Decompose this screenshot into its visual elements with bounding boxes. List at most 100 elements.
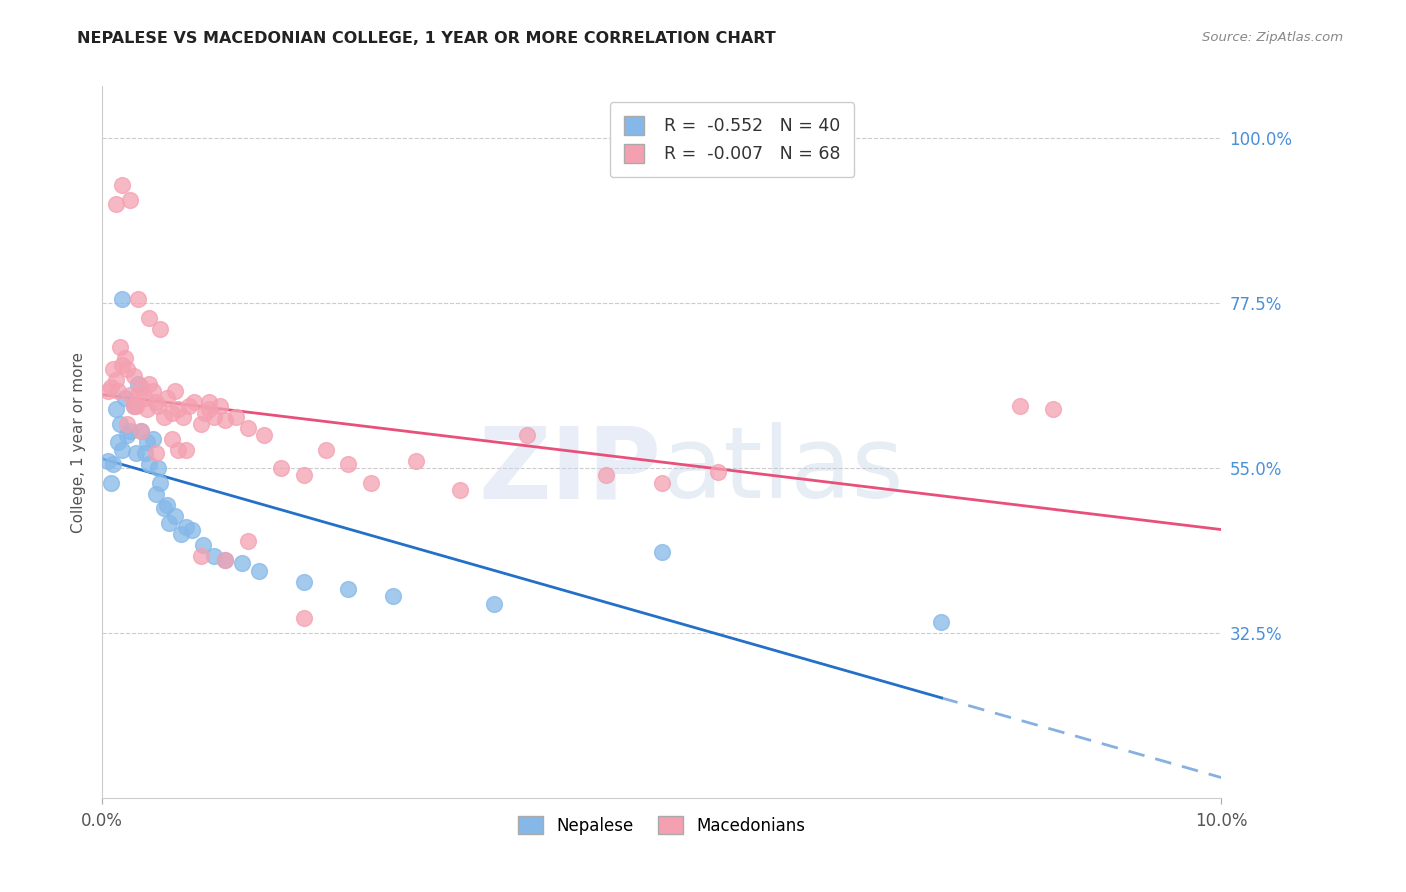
Point xyxy=(360,475,382,490)
Point xyxy=(174,519,197,533)
Text: NEPALESE VS MACEDONIAN COLLEGE, 1 YEAR OR MORE CORRELATION CHART: NEPALESE VS MACEDONIAN COLLEGE, 1 YEAR O… xyxy=(77,31,776,46)
Point xyxy=(405,453,427,467)
Point xyxy=(157,516,180,530)
Point xyxy=(142,432,165,446)
Point xyxy=(516,428,538,442)
Point xyxy=(236,420,259,434)
Point xyxy=(706,465,728,479)
Point xyxy=(103,362,125,376)
Point xyxy=(190,549,212,563)
Point xyxy=(146,461,169,475)
Point xyxy=(125,446,148,460)
Point xyxy=(253,428,276,442)
Point xyxy=(595,468,617,483)
Point xyxy=(134,391,156,405)
Point xyxy=(120,424,142,438)
Point xyxy=(651,475,673,490)
Y-axis label: College, 1 year or more: College, 1 year or more xyxy=(72,351,86,533)
Point xyxy=(131,424,153,438)
Point xyxy=(247,564,270,578)
Point xyxy=(127,292,149,306)
Point xyxy=(163,384,186,398)
Point xyxy=(270,461,292,475)
Point xyxy=(202,409,225,424)
Point xyxy=(292,611,315,625)
Point xyxy=(120,193,142,207)
Point xyxy=(156,498,179,512)
Point xyxy=(100,380,122,394)
Point xyxy=(225,409,247,424)
Point xyxy=(482,597,505,611)
Point xyxy=(131,424,153,438)
Point xyxy=(449,483,471,497)
Point xyxy=(160,432,183,446)
Point xyxy=(145,446,167,460)
Point xyxy=(146,399,169,413)
Point xyxy=(138,376,160,391)
Point xyxy=(120,387,142,401)
Point xyxy=(104,402,127,417)
Point xyxy=(142,384,165,398)
Point xyxy=(292,574,315,589)
Point xyxy=(1008,399,1031,413)
Point xyxy=(145,486,167,500)
Point xyxy=(231,557,253,571)
Point xyxy=(104,196,127,211)
Point xyxy=(125,399,148,413)
Point xyxy=(111,442,134,457)
Point xyxy=(315,442,337,457)
Point xyxy=(180,524,202,538)
Point xyxy=(122,369,145,384)
Point xyxy=(97,453,120,467)
Point xyxy=(156,391,179,405)
Point xyxy=(190,417,212,431)
Point xyxy=(197,402,219,417)
Point xyxy=(236,534,259,549)
Point xyxy=(337,582,360,596)
Point xyxy=(183,395,205,409)
Point xyxy=(111,358,134,372)
Point xyxy=(115,417,138,431)
Point xyxy=(160,406,183,420)
Legend: Nepalese, Macedonians: Nepalese, Macedonians xyxy=(509,808,814,843)
Point xyxy=(149,321,172,335)
Point xyxy=(163,508,186,523)
Point xyxy=(136,435,159,450)
Point xyxy=(167,402,190,417)
Point xyxy=(115,428,138,442)
Point xyxy=(214,552,236,566)
Point xyxy=(100,475,122,490)
Point xyxy=(138,310,160,325)
Point xyxy=(134,446,156,460)
Text: atlas: atlas xyxy=(662,422,903,519)
Point xyxy=(214,552,236,566)
Point xyxy=(114,351,136,365)
Text: Source: ZipAtlas.com: Source: ZipAtlas.com xyxy=(1202,31,1343,45)
Point xyxy=(172,409,194,424)
Point xyxy=(127,387,149,401)
Point xyxy=(174,442,197,457)
Point xyxy=(337,457,360,471)
Point xyxy=(169,527,191,541)
Point xyxy=(382,590,405,604)
Point xyxy=(149,475,172,490)
Point xyxy=(103,457,125,471)
Point xyxy=(115,362,138,376)
Point xyxy=(191,538,214,552)
Point xyxy=(1042,402,1064,417)
Point xyxy=(651,545,673,559)
Point xyxy=(208,399,231,413)
Point xyxy=(104,373,127,387)
Point xyxy=(202,549,225,563)
Point xyxy=(127,376,149,391)
Point xyxy=(108,340,131,354)
Text: ZIP: ZIP xyxy=(479,422,662,519)
Point xyxy=(197,395,219,409)
Point xyxy=(152,501,174,516)
Point xyxy=(138,457,160,471)
Point xyxy=(179,399,201,413)
Point xyxy=(167,442,190,457)
Point xyxy=(107,435,129,450)
Point xyxy=(194,406,217,420)
Point xyxy=(114,391,136,405)
